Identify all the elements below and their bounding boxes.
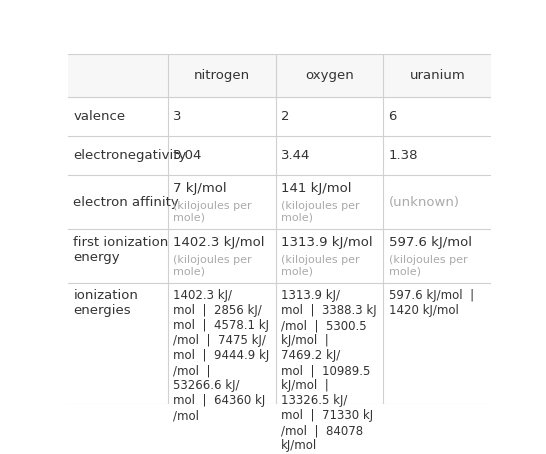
Text: 1313.9 kJ/mol: 1313.9 kJ/mol — [281, 236, 372, 248]
Text: 7 kJ/mol: 7 kJ/mol — [173, 182, 227, 195]
Text: 597.6 kJ/mol  |
1420 kJ/mol: 597.6 kJ/mol | 1420 kJ/mol — [389, 289, 474, 317]
Text: 1402.3 kJ/
mol  |  2856 kJ/
mol  |  4578.1 kJ
/mol  |  7475 kJ/
mol  |  9444.9 k: 1402.3 kJ/ mol | 2856 kJ/ mol | 4578.1 k… — [173, 289, 269, 422]
Text: (kilojoules per
mole): (kilojoules per mole) — [173, 255, 251, 277]
Text: 2: 2 — [281, 110, 289, 123]
Text: 1402.3 kJ/mol: 1402.3 kJ/mol — [173, 236, 264, 248]
Text: (kilojoules per
mole): (kilojoules per mole) — [173, 202, 251, 223]
Text: (kilojoules per
mole): (kilojoules per mole) — [281, 202, 359, 223]
Text: 1313.9 kJ/
mol  |  3388.3 kJ
/mol  |  5300.5
kJ/mol  |
7469.2 kJ/
mol  |  10989.: 1313.9 kJ/ mol | 3388.3 kJ /mol | 5300.5… — [281, 289, 376, 452]
Text: ionization
energies: ionization energies — [73, 289, 138, 317]
Text: electronegativity: electronegativity — [73, 149, 187, 163]
Text: 141 kJ/mol: 141 kJ/mol — [281, 182, 351, 195]
Text: nitrogen: nitrogen — [194, 69, 250, 82]
Text: oxygen: oxygen — [305, 69, 354, 82]
Text: first ionization
energy: first ionization energy — [73, 236, 169, 264]
Text: (kilojoules per
mole): (kilojoules per mole) — [389, 255, 467, 277]
Text: 1.38: 1.38 — [389, 149, 418, 163]
Text: 597.6 kJ/mol: 597.6 kJ/mol — [389, 236, 472, 248]
Text: electron affinity: electron affinity — [73, 196, 179, 209]
Text: 6: 6 — [389, 110, 397, 123]
Text: uranium: uranium — [410, 69, 465, 82]
Text: valence: valence — [73, 110, 126, 123]
Text: 3: 3 — [173, 110, 181, 123]
Text: 3.44: 3.44 — [281, 149, 310, 163]
Text: (unknown): (unknown) — [389, 196, 460, 209]
Text: (kilojoules per
mole): (kilojoules per mole) — [281, 255, 359, 277]
Text: 3.04: 3.04 — [173, 149, 202, 163]
Bar — [68, 54, 491, 97]
